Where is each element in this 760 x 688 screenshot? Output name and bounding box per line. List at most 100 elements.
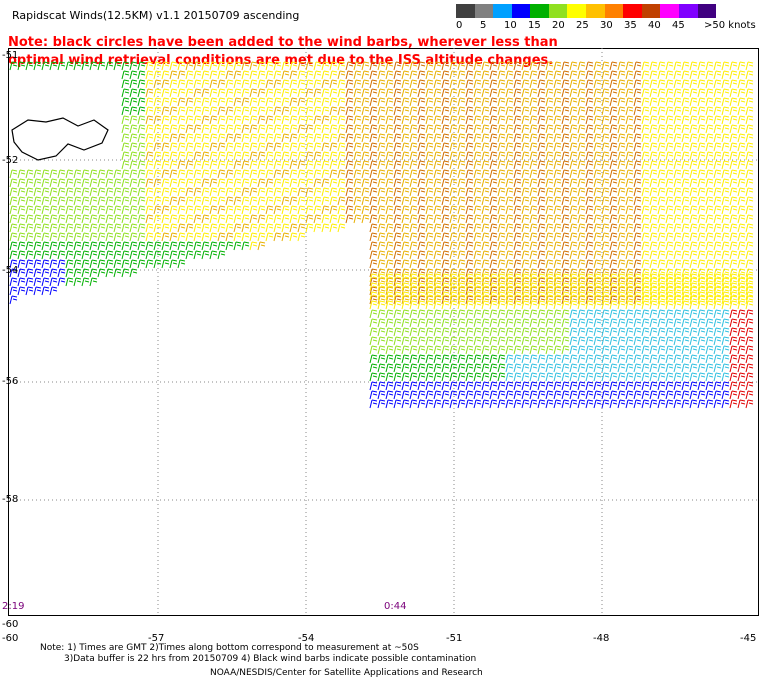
wind-barb — [617, 336, 626, 346]
wind-barb — [145, 214, 154, 224]
wind-barb — [289, 133, 298, 143]
wind-barb — [713, 268, 722, 278]
wind-barb — [737, 318, 746, 328]
wind-barb — [137, 115, 146, 125]
wind-barb — [721, 318, 730, 328]
wind-barb — [377, 214, 386, 224]
wind-barb — [113, 214, 122, 224]
wind-barb — [97, 214, 106, 224]
wind-barb — [577, 70, 586, 80]
wind-barb — [129, 70, 138, 80]
wind-barb — [745, 88, 754, 98]
wind-barb — [713, 142, 722, 152]
wind-barb — [601, 106, 610, 116]
wind-barb — [521, 160, 530, 170]
lat-label: -58 — [2, 494, 19, 505]
wind-barb — [505, 88, 514, 98]
wind-barb — [49, 187, 58, 197]
wind-barb — [249, 106, 258, 116]
wind-barb — [121, 124, 130, 134]
wind-barb — [537, 259, 546, 269]
wind-barb — [721, 196, 730, 206]
wind-barb — [577, 277, 586, 287]
wind-barb — [41, 223, 50, 233]
wind-barb — [121, 160, 130, 170]
wind-barb — [569, 336, 578, 346]
wind-barb — [497, 309, 506, 319]
wind-barb — [385, 345, 394, 355]
wind-barb — [121, 70, 130, 80]
wind-barb — [569, 372, 578, 382]
wind-barb — [569, 232, 578, 242]
wind-barb — [217, 151, 226, 161]
wind-barb — [81, 232, 90, 242]
wind-barb — [489, 151, 498, 161]
wind-barb — [473, 115, 482, 125]
wind-barb — [745, 205, 754, 215]
wind-barb — [505, 106, 514, 116]
wind-barb — [401, 354, 410, 364]
wind-barb — [401, 79, 410, 89]
wind-barb — [689, 241, 698, 251]
wind-barb — [713, 372, 722, 382]
wind-barb — [305, 178, 314, 188]
wind-barb — [705, 345, 714, 355]
wind-barb — [417, 79, 426, 89]
wind-barb — [441, 372, 450, 382]
wind-barb — [441, 259, 450, 269]
wind-barb — [457, 390, 466, 400]
wind-barb — [513, 282, 522, 292]
wind-barb — [689, 196, 698, 206]
wind-barb — [265, 178, 274, 188]
wind-barb — [545, 291, 554, 301]
wind-barb — [657, 214, 666, 224]
wind-barb — [113, 241, 122, 251]
wind-barb — [681, 286, 690, 296]
wind-barb — [489, 282, 498, 292]
wind-barb — [313, 79, 322, 89]
wind-barb — [617, 70, 626, 80]
wind-barb — [225, 196, 234, 206]
wind-barb — [417, 336, 426, 346]
wind-barb — [657, 399, 666, 409]
wind-barb — [393, 381, 402, 391]
wind-barb — [617, 318, 626, 328]
wind-barb — [473, 142, 482, 152]
wind-barb — [281, 61, 290, 71]
wind-barb — [513, 79, 522, 89]
wind-barb — [745, 151, 754, 161]
wind-barb — [737, 291, 746, 301]
wind-barb — [721, 169, 730, 179]
wind-barb — [521, 70, 530, 80]
wind-barb — [369, 282, 378, 292]
wind-barb — [665, 97, 674, 107]
wind-barb — [329, 187, 338, 197]
wind-barb — [617, 273, 626, 283]
wind-barb — [89, 223, 98, 233]
wind-barb — [553, 381, 562, 391]
wind-barb — [609, 300, 618, 310]
wind-barb — [193, 160, 202, 170]
wind-barb — [545, 160, 554, 170]
wind-barb — [385, 390, 394, 400]
wind-barb — [441, 124, 450, 134]
wind-barb — [465, 399, 474, 409]
wind-barb — [569, 106, 578, 116]
wind-barb — [593, 372, 602, 382]
wind-barb — [65, 223, 74, 233]
wind-barb — [265, 70, 274, 80]
wind-barb — [625, 381, 634, 391]
wind-barb — [521, 381, 530, 391]
wind-barb — [425, 250, 434, 260]
wind-barb — [433, 178, 442, 188]
wind-barb — [401, 277, 410, 287]
wind-barb — [425, 79, 434, 89]
wind-barb — [537, 286, 546, 296]
wind-barb — [705, 390, 714, 400]
wind-barb — [577, 178, 586, 188]
wind-barb — [169, 124, 178, 134]
wind-barb — [385, 151, 394, 161]
wind-barb — [417, 345, 426, 355]
wind-barb — [577, 268, 586, 278]
wind-barb — [697, 61, 706, 71]
